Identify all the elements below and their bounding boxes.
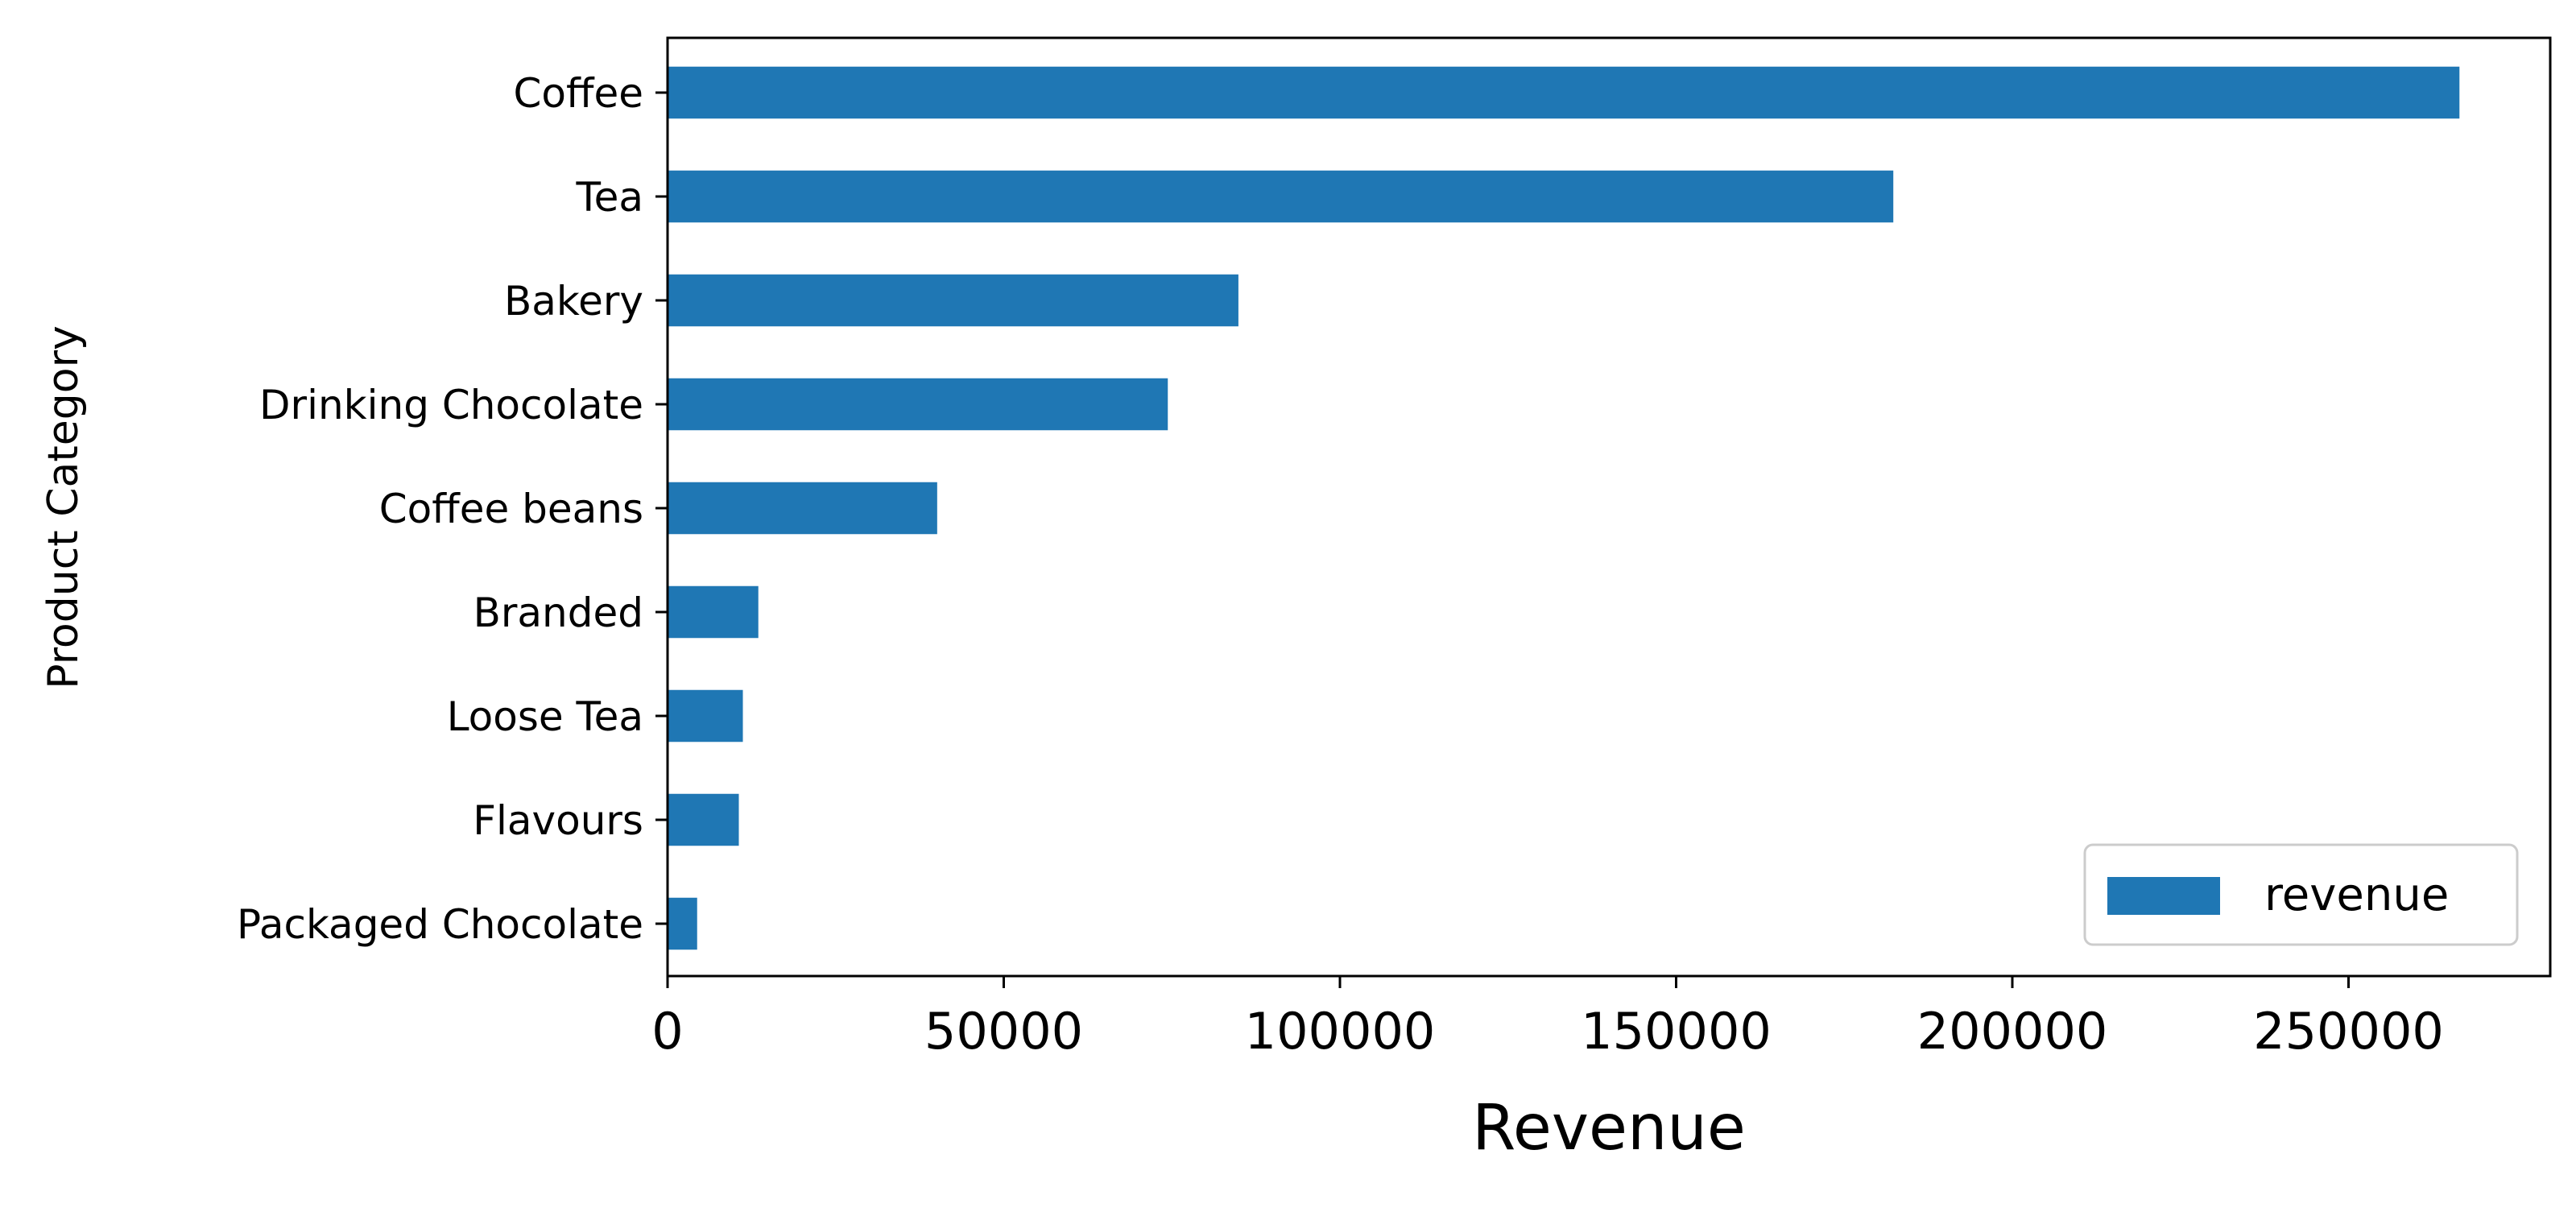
bar-bakery: [668, 274, 1238, 327]
x-tick-label: 150000: [1581, 1002, 1772, 1061]
bar-drinking-chocolate: [668, 378, 1168, 431]
bar-flavours: [668, 793, 739, 846]
bar-tea: [668, 170, 1894, 223]
x-tick-label: 100000: [1245, 1002, 1436, 1061]
bar-packaged-chocolate: [668, 897, 697, 950]
y-tick-label: Coffee beans: [379, 486, 643, 532]
x-tick-label: 250000: [2253, 1002, 2444, 1061]
x-axis-title: Revenue: [1472, 1092, 1746, 1164]
y-tick-label: Tea: [576, 174, 643, 221]
y-tick-label: Branded: [473, 589, 643, 636]
legend: revenue: [2083, 843, 2519, 946]
legend-frame: [2083, 843, 2519, 946]
bar-coffee: [668, 66, 2460, 119]
legend-label: revenue: [2264, 869, 2449, 921]
y-tick-label: Drinking Chocolate: [259, 382, 643, 428]
bar-loose-tea: [668, 689, 743, 743]
x-axis-ticks: 0 50000 100000 150000 200000 250000: [651, 976, 2444, 1061]
y-tick-label: Bakery: [504, 278, 643, 325]
bars-group: [668, 66, 2460, 950]
x-tick-label: 0: [651, 1002, 683, 1061]
legend-swatch: [2107, 877, 2220, 915]
x-tick-label: 50000: [924, 1002, 1083, 1061]
bar-branded: [668, 585, 759, 639]
y-axis-title: Product Category: [39, 325, 88, 689]
y-tick-label: Loose Tea: [447, 693, 643, 740]
y-tick-label: Packaged Chocolate: [237, 901, 643, 948]
y-tick-label: Coffee: [514, 70, 643, 117]
y-tick-label: Flavours: [473, 797, 643, 844]
y-axis-ticks: Coffee Tea Bakery Drinking Chocolate Coffee …: [237, 70, 668, 948]
x-tick-label: 200000: [1917, 1002, 2108, 1061]
plot-frame: [666, 36, 2552, 978]
bar-coffee-beans: [668, 482, 937, 535]
